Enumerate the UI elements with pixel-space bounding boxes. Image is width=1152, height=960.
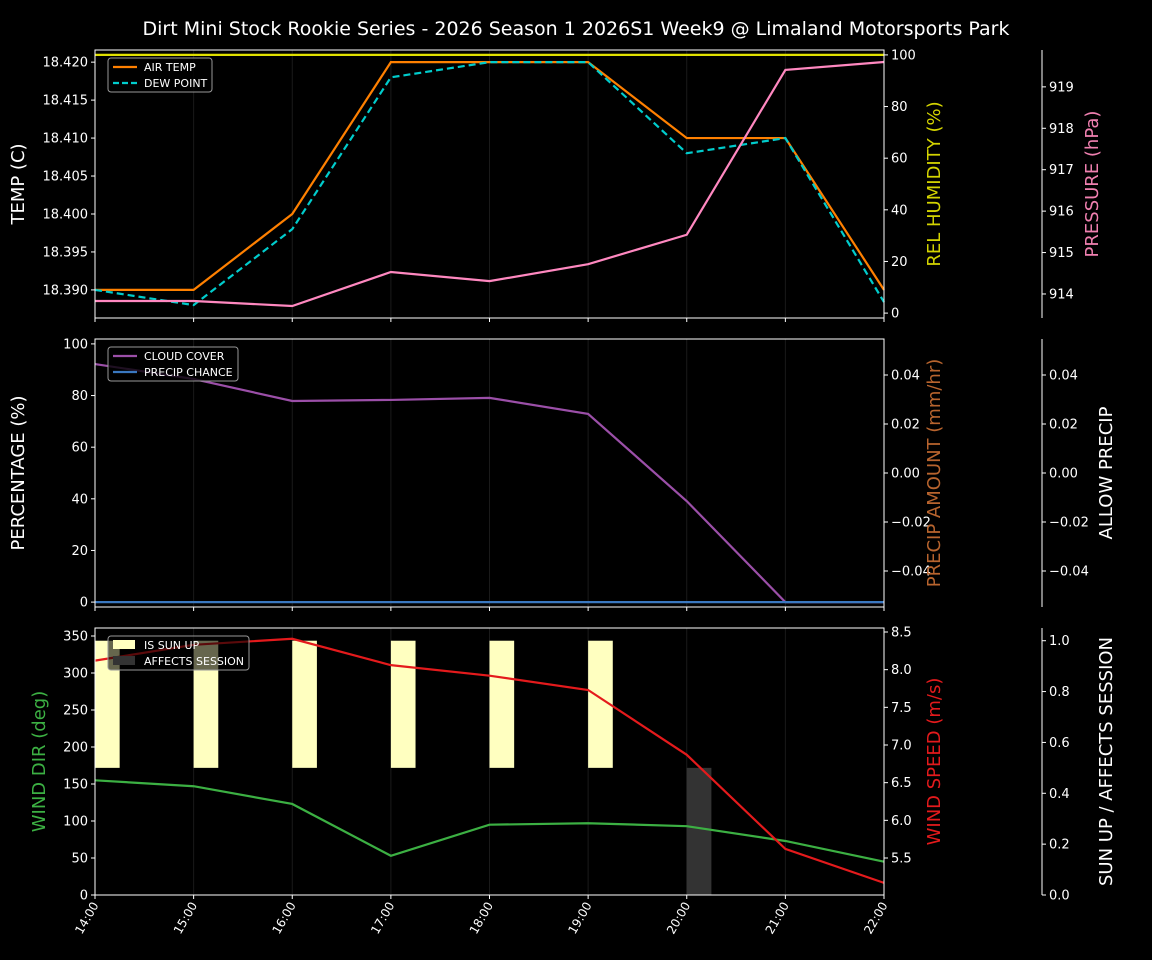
right-y-tick-label: 8.0 <box>891 663 912 678</box>
y-tick-label: 18.390 <box>43 283 89 298</box>
right-y-tick-label: 7.0 <box>891 739 912 754</box>
right-y-tick-label: 0.2 <box>1049 838 1070 853</box>
chart-title: Dirt Mini Stock Rookie Series - 2026 Sea… <box>143 18 1010 40</box>
legend-label: DEW POINT <box>144 77 208 90</box>
x-tick-label: 20:00 <box>664 900 693 937</box>
right-y-tick-label: 6.0 <box>891 814 912 829</box>
right-y-tick-label: 8.5 <box>891 625 912 640</box>
right-y-tick-label: 918 <box>1049 122 1074 137</box>
right-y-tick-label: 0.8 <box>1049 685 1070 700</box>
y-axis-label: WIND DIR (deg) <box>29 691 50 833</box>
x-tick-label: 21:00 <box>763 900 792 937</box>
y-tick-label: 18.405 <box>43 170 89 185</box>
right-y-tick-label: 0.6 <box>1049 736 1070 751</box>
y-tick-label: 18.415 <box>43 94 89 109</box>
bar-affects-session <box>686 767 712 895</box>
series-line-dew-point <box>94 61 885 307</box>
y-tick-label: 18.400 <box>43 207 89 222</box>
legend-swatch <box>113 640 135 649</box>
y-tick-label: 60 <box>71 441 88 456</box>
right-y-tick-label: −0.02 <box>1049 515 1089 530</box>
legend-label: PRECIP CHANCE <box>144 366 233 379</box>
y-tick-label: 40 <box>71 492 88 507</box>
right-y-tick-label: 0.02 <box>891 418 920 433</box>
bar-is-sun-up <box>489 640 515 768</box>
y-tick-label: 0 <box>80 889 88 904</box>
right-y-tick-label: 7.5 <box>891 701 912 716</box>
right-y-tick-label: −0.04 <box>1049 564 1089 579</box>
right-y-tick-label: 0 <box>891 307 899 322</box>
right-y-tick-label: 916 <box>1049 205 1074 220</box>
y-axis-label: PERCENTAGE (%) <box>8 395 29 550</box>
right-axis-label: SUN UP / AFFECTS SESSION <box>1096 637 1117 886</box>
x-tick-label: 22:00 <box>861 900 890 937</box>
right-y-tick-label: 915 <box>1049 246 1074 261</box>
right-y-tick-label: 0.04 <box>891 369 920 384</box>
legend-box <box>107 346 239 382</box>
right-axis-label: WIND SPEED (m/s) <box>924 678 945 846</box>
x-tick-label: 18:00 <box>467 900 496 937</box>
series-line-air-temp <box>95 61 885 292</box>
y-tick-label: 50 <box>71 851 88 866</box>
bar-is-sun-up <box>292 640 317 768</box>
x-tick-label: 14:00 <box>72 900 101 937</box>
legend-label: CLOUD COVER <box>144 350 225 363</box>
right-y-tick-label: 0.00 <box>891 467 920 482</box>
y-tick-label: 80 <box>71 389 88 404</box>
legend-box <box>107 635 250 671</box>
series-line-right1 <box>95 60 885 308</box>
right-y-tick-label: 100 <box>891 48 916 63</box>
right-y-tick-label: 0.00 <box>1049 467 1078 482</box>
right-y-tick-label: 0.02 <box>1049 418 1078 433</box>
right-y-tick-label: 914 <box>1049 287 1074 302</box>
y-tick-label: 200 <box>63 740 88 755</box>
y-tick-label: 150 <box>63 777 88 792</box>
right-axis-label: REL HUMIDITY (%) <box>924 101 945 266</box>
y-tick-label: 18.410 <box>43 132 89 147</box>
right-axis-label: ALLOW PRECIP <box>1096 406 1117 539</box>
right-y-tick-label: 80 <box>891 100 908 115</box>
x-tick-label: 17:00 <box>368 900 397 937</box>
right-y-tick-label: 917 <box>1049 163 1074 178</box>
x-tick-label: 15:00 <box>171 900 200 937</box>
bar-is-sun-up <box>390 640 416 768</box>
right-axis-label: PRECIP AMOUNT (mm/hr) <box>924 359 945 588</box>
right-y-tick-label: −0.02 <box>891 515 931 530</box>
legend-label: AFFECTS SESSION <box>144 655 244 668</box>
y-tick-label: 18.395 <box>43 245 89 260</box>
y-tick-label: 350 <box>63 629 88 644</box>
y-tick-label: 0 <box>80 596 88 611</box>
right-y-tick-label: 20 <box>891 255 908 270</box>
right-y-tick-label: 919 <box>1049 80 1074 95</box>
y-tick-label: 20 <box>71 544 88 559</box>
right-y-tick-label: 0.0 <box>1049 889 1070 904</box>
y-tick-label: 300 <box>63 666 88 681</box>
y-tick-label: 250 <box>63 703 88 718</box>
y-tick-label: 100 <box>63 814 88 829</box>
y-tick-label: 18.420 <box>43 56 89 71</box>
series-line-cloud-cover <box>94 362 884 604</box>
y-tick-label: 100 <box>63 337 88 352</box>
y-axis-label: TEMP (C) <box>8 143 29 225</box>
right-y-tick-label: 0.04 <box>1049 369 1078 384</box>
right-y-tick-label: 6.5 <box>891 776 912 791</box>
right-axis-label: PRESSURE (hPa) <box>1082 111 1103 258</box>
series-line-left <box>94 779 885 863</box>
x-tick-label: 16:00 <box>269 900 298 937</box>
right-y-tick-label: 0.4 <box>1049 787 1070 802</box>
legend-label: IS SUN UP <box>144 639 200 652</box>
right-y-tick-label: 60 <box>891 152 908 167</box>
x-tick-label: 19:00 <box>565 900 594 937</box>
right-y-tick-label: −0.04 <box>891 564 931 579</box>
right-y-tick-label: 1.0 <box>1049 634 1070 649</box>
legend-swatch <box>113 656 135 665</box>
right-y-tick-label: 5.5 <box>891 852 912 867</box>
right-y-tick-label: 40 <box>891 203 908 218</box>
legend-label: AIR TEMP <box>144 61 196 74</box>
